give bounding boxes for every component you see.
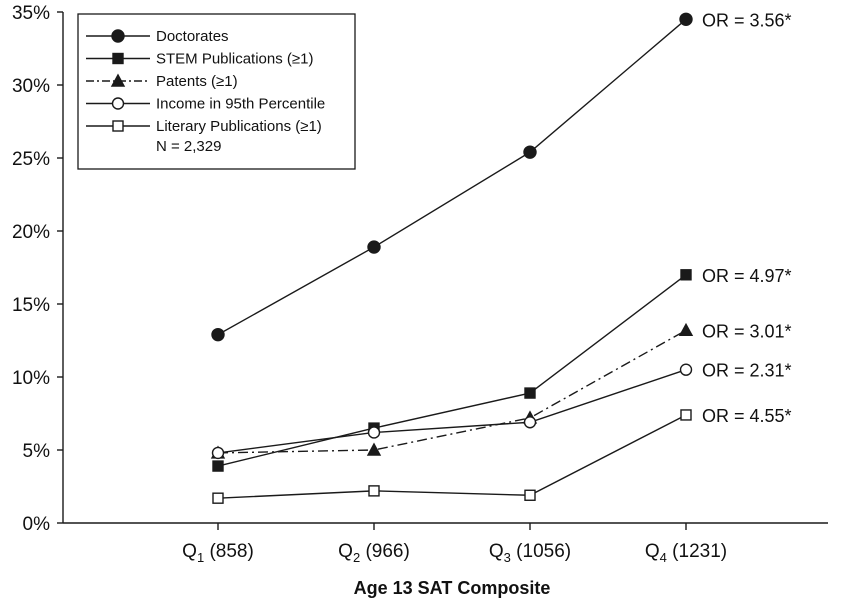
series-line: [217, 329, 687, 454]
data-point: [679, 12, 693, 26]
data-point: [524, 489, 536, 501]
data-point: [680, 409, 692, 421]
odds-ratio-annotation: OR = 4.55*: [702, 406, 792, 426]
legend-marker: [112, 52, 124, 65]
data-point: [523, 145, 537, 159]
y-tick-label: 25%: [12, 149, 50, 170]
series-filled-square: [212, 269, 692, 472]
legend: Doctorates STEM Publications (≥1) Patents …: [77, 13, 356, 170]
legend-item: Literary Publications (≥1): [86, 118, 322, 135]
legend-label: Patents (≥1): [156, 73, 238, 90]
data-point: [366, 442, 382, 456]
legend-marker: [111, 29, 125, 43]
data-point: [212, 460, 224, 472]
y-tick-label: 0%: [23, 514, 51, 535]
legend-marker: [111, 97, 125, 110]
legend-label: Literary Publications (≥1): [156, 118, 322, 135]
data-point: [524, 387, 536, 399]
legend-item: Doctorates: [86, 28, 229, 45]
legend-label: STEM Publications (≥1): [156, 51, 313, 68]
data-point: [211, 446, 225, 460]
y-tick-label: 15%: [12, 295, 50, 316]
odds-ratio-annotation: OR = 3.01*: [702, 321, 792, 341]
legend-items: Doctorates STEM Publications (≥1) Patents …: [86, 28, 325, 135]
series-filled-triangle: [210, 322, 694, 459]
y-tick-label: 30%: [12, 76, 50, 97]
data-point: [679, 363, 693, 376]
data-point: [368, 485, 380, 497]
legend-note: N = 2,329: [156, 138, 221, 155]
legend-item: STEM Publications (≥1): [86, 51, 313, 68]
legend-marker: [110, 73, 126, 87]
x-tick-label: Q3 (1056): [489, 541, 571, 565]
x-axis-label: Age 13 SAT Composite: [354, 578, 551, 598]
x-tick-label: Q1 (858): [182, 541, 254, 565]
legend-box: [77, 13, 356, 170]
data-point: [680, 269, 692, 281]
series-line: [217, 274, 687, 467]
legend-item: Patents (≥1): [86, 73, 238, 90]
y-tick-label: 20%: [12, 222, 50, 243]
y-tick-label: 10%: [12, 368, 50, 389]
odds-ratio-annotation: OR = 3.56*: [702, 10, 792, 30]
legend-label: Income in 95th Percentile: [156, 96, 325, 113]
series-line: [217, 369, 687, 454]
legend-label: Doctorates: [156, 28, 229, 45]
data-point: [367, 240, 381, 254]
y-tick-label: 5%: [23, 441, 51, 462]
series-layer: [210, 12, 694, 504]
series-open-square: [212, 409, 692, 504]
data-point: [678, 322, 694, 336]
x-tick-label: Q2 (966): [338, 541, 410, 565]
data-point: [211, 327, 225, 342]
axes: 0% 5% 10% 15% 20% 25% 30% 35% Q1 (858) Q2 (966) Q3…: [12, 3, 828, 565]
legend-marker: [112, 120, 124, 132]
y-tick-label: 35%: [12, 3, 50, 24]
odds-ratio-annotation: OR = 4.97*: [702, 266, 792, 286]
data-point: [523, 416, 537, 429]
data-point: [367, 426, 381, 439]
annotations: OR = 3.56* OR = 4.97* OR = 3.01* OR = 2.31*…: [702, 10, 792, 426]
series-line: [217, 18, 687, 336]
legend-item: Income in 95th Percentile: [86, 96, 325, 113]
series-filled-circle: [211, 12, 693, 342]
data-point: [212, 492, 224, 504]
series-open-circle: [211, 363, 693, 460]
x-tick-label: Q4 (1231): [645, 541, 727, 565]
series-line: [217, 414, 687, 499]
odds-ratio-annotation: OR = 2.31*: [702, 361, 792, 381]
